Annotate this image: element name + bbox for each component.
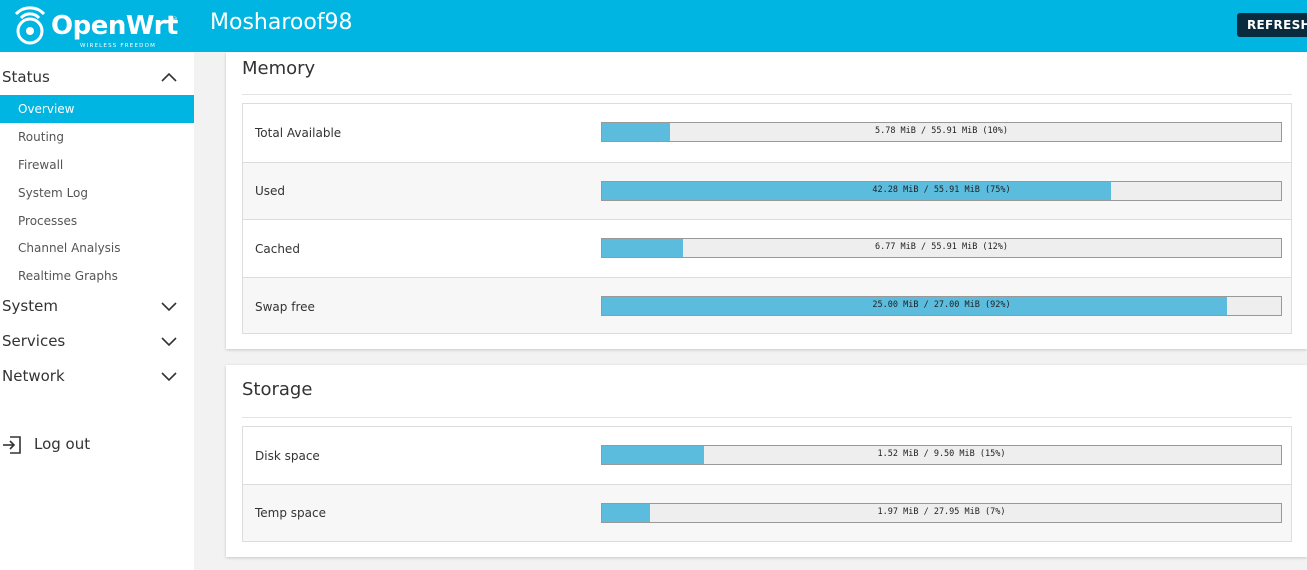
sidebar-item-system-log[interactable]: System Log: [18, 186, 88, 200]
memory-title: Memory: [242, 58, 316, 79]
header-bar: OpenWrt ® WIRELESS FREEDOM Mosharoof98 R…: [0, 0, 1307, 52]
memory-table: Total Available 5.78 MiB / 55.91 MiB (10…: [242, 103, 1292, 334]
logout-button[interactable]: Log out: [2, 433, 192, 459]
row-label: Swap free: [255, 300, 315, 314]
chevron-up-icon: [161, 72, 177, 82]
openwrt-logo[interactable]: OpenWrt ® WIRELESS FREEDOM: [8, 0, 188, 52]
progress-fill: [602, 123, 670, 141]
sidebar-item-channel-analysis[interactable]: Channel Analysis: [18, 241, 121, 255]
menu-network-label: Network: [2, 367, 65, 385]
progress-bar: 42.28 MiB / 55.91 MiB (75%): [601, 181, 1282, 201]
progress-text: 1.97 MiB / 27.95 MiB (7%): [877, 507, 1006, 517]
storage-title: Storage: [242, 379, 313, 400]
sidebar-item-realtime-graphs[interactable]: Realtime Graphs: [18, 269, 118, 283]
logout-label: Log out: [34, 435, 91, 453]
progress-bar: 6.77 MiB / 55.91 MiB (12%): [601, 238, 1282, 258]
progress-text: 6.77 MiB / 55.91 MiB (12%): [874, 242, 1009, 252]
progress-fill: [602, 504, 650, 522]
table-row: Cached 6.77 MiB / 55.91 MiB (12%): [243, 219, 1291, 277]
sidebar: Status Overview Routing Firewall System …: [0, 52, 194, 570]
progress-bar: 5.78 MiB / 55.91 MiB (10%): [601, 122, 1282, 142]
table-row: Disk space 1.52 MiB / 9.50 MiB (15%): [243, 427, 1291, 484]
table-row: Temp space 1.97 MiB / 27.95 MiB (7%): [243, 484, 1291, 541]
progress-fill: [602, 446, 704, 464]
progress-text: 1.52 MiB / 9.50 MiB (15%): [877, 449, 1006, 459]
refresh-button[interactable]: REFRESH: [1237, 13, 1307, 37]
divider: [242, 94, 1292, 95]
progress-bar: 1.97 MiB / 27.95 MiB (7%): [601, 503, 1282, 523]
wifi-logo-icon: [14, 6, 46, 45]
chevron-down-icon: [161, 337, 177, 347]
table-row: Swap free 25.00 MiB / 27.00 MiB (92%): [243, 277, 1291, 333]
row-label: Used: [255, 184, 286, 198]
menu-services-label: Services: [2, 332, 66, 350]
progress-text: 42.28 MiB / 55.91 MiB (75%): [872, 185, 1011, 195]
progress-fill: [602, 239, 684, 257]
row-label: Cached: [255, 242, 300, 256]
progress-text: 25.00 MiB / 27.00 MiB (92%): [872, 300, 1011, 310]
menu-system[interactable]: System: [0, 291, 194, 323]
progress-bar: 1.52 MiB / 9.50 MiB (15%): [601, 445, 1282, 465]
menu-status[interactable]: Status: [0, 62, 194, 94]
hostname-title[interactable]: Mosharoof98: [210, 10, 353, 35]
sidebar-item-processes[interactable]: Processes: [18, 214, 78, 228]
menu-system-label: System: [2, 297, 58, 315]
progress-fill: [602, 182, 1112, 200]
sidebar-item-routing[interactable]: Routing: [18, 130, 65, 144]
progress-bar: 25.00 MiB / 27.00 MiB (92%): [601, 296, 1282, 316]
logout-icon: [3, 436, 21, 454]
row-label: Disk space: [255, 449, 320, 463]
memory-panel: Memory Total Available 5.78 MiB / 55.91 …: [226, 52, 1307, 349]
sidebar-item-overview[interactable]: Overview: [0, 95, 194, 123]
divider: [242, 417, 1292, 418]
menu-services[interactable]: Services: [0, 326, 194, 358]
storage-panel: Storage Disk space 1.52 MiB / 9.50 MiB (…: [226, 365, 1307, 557]
menu-status-label: Status: [2, 68, 50, 86]
storage-table: Disk space 1.52 MiB / 9.50 MiB (15%) Tem…: [242, 426, 1292, 542]
progress-text: 5.78 MiB / 55.91 MiB (10%): [874, 126, 1009, 136]
logo-registered-mark: ®: [171, 16, 178, 24]
sidebar-item-firewall[interactable]: Firewall: [18, 158, 64, 172]
table-row: Used 42.28 MiB / 55.91 MiB (75%): [243, 162, 1291, 219]
logo-tagline: WIRELESS FREEDOM: [80, 43, 157, 49]
row-label: Total Available: [255, 126, 342, 140]
row-label: Temp space: [255, 506, 326, 520]
logo-text: OpenWrt: [51, 11, 178, 41]
chevron-down-icon: [161, 372, 177, 382]
menu-network[interactable]: Network: [0, 361, 194, 393]
progress-fill: [602, 297, 1227, 315]
chevron-down-icon: [161, 302, 177, 312]
table-row: Total Available 5.78 MiB / 55.91 MiB (10…: [243, 104, 1291, 162]
